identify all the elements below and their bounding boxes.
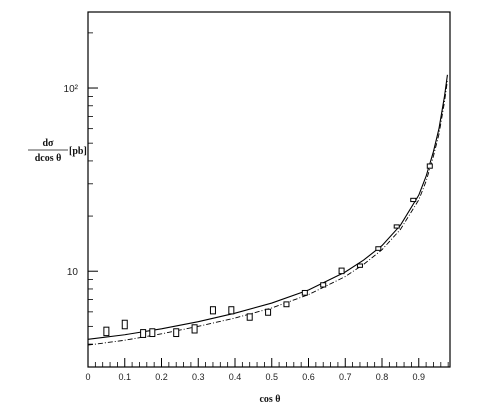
x-tick-label: 0.9 (413, 372, 426, 382)
y-axis-label-unit: [pb] (69, 146, 87, 157)
x-tick-label: 0.3 (192, 372, 205, 382)
data-point-box (228, 306, 235, 315)
y-axis-label: dσ dcos θ [pb] (28, 138, 87, 164)
data-point-box (121, 319, 128, 330)
data-point-box (173, 328, 180, 338)
data-points (103, 163, 433, 338)
data-point-box (410, 197, 417, 203)
y-ticks: 10 10² (64, 32, 98, 368)
data-point-box (246, 313, 253, 321)
x-tick-label: 0.7 (339, 372, 352, 382)
data-point-box (320, 282, 327, 288)
data-point-box (356, 263, 363, 268)
data-point-box (338, 267, 345, 275)
data-point-box (191, 324, 198, 334)
y-tick-label: 10² (64, 84, 79, 95)
data-point-box (140, 329, 147, 338)
data-point-box (103, 326, 110, 337)
y-tick-label: 10 (67, 267, 79, 278)
y-axis-label-numerator: dσ (42, 138, 54, 149)
x-tick-label: 0 (85, 372, 90, 382)
data-point-box (265, 308, 272, 316)
data-point-box (209, 306, 216, 315)
data-point-box (283, 301, 290, 308)
x-tick-label: 0.4 (229, 372, 242, 382)
plot-frame (87, 11, 451, 368)
x-tick-label: 0.6 (302, 372, 315, 382)
x-ticks: 0 0.1 0.2 0.3 0.4 0.5 0.6 0.7 0.8 0.9 (85, 358, 449, 382)
dashed-curve (87, 80, 448, 346)
theory-curves (87, 74, 448, 346)
data-point-box (375, 246, 382, 251)
solid-curve (87, 74, 448, 340)
data-point-box (301, 289, 308, 296)
x-tick-label: 0.1 (118, 372, 131, 382)
x-tick-label: 0.8 (376, 372, 389, 382)
data-point-box (149, 328, 156, 338)
x-tick-label: 0.2 (155, 372, 168, 382)
x-tick-label: 0.5 (265, 372, 278, 382)
data-point-box (426, 163, 433, 169)
x-axis-label: cos θ (259, 394, 280, 405)
y-axis-label-denominator: dcos θ (35, 153, 62, 164)
data-point-box (393, 224, 400, 229)
